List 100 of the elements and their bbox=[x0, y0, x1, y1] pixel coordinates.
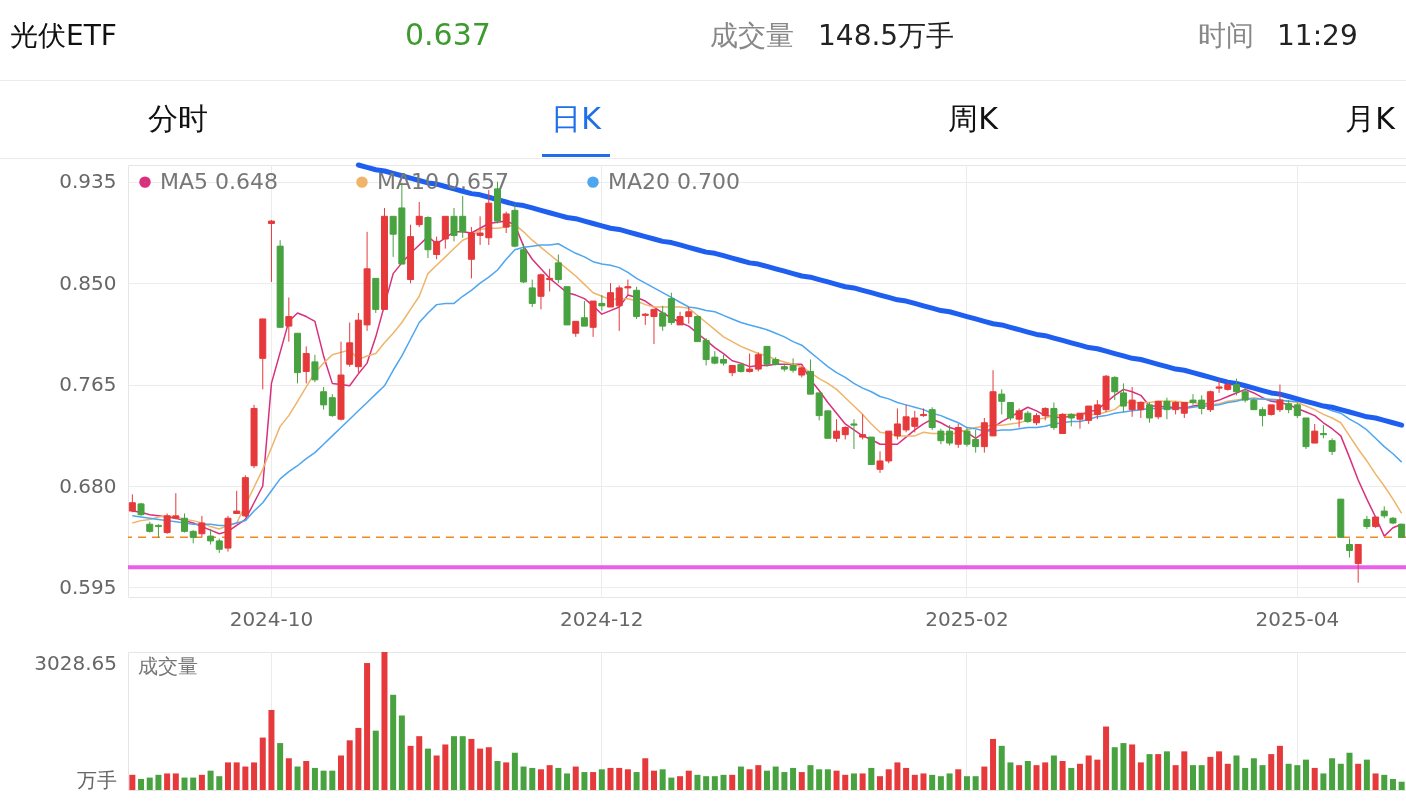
bar bbox=[642, 758, 649, 790]
text: 时间 bbox=[1198, 19, 1254, 52]
bar bbox=[685, 770, 692, 790]
bar bbox=[877, 776, 884, 790]
bar bbox=[650, 770, 657, 790]
bar bbox=[329, 770, 336, 790]
candlestick bbox=[1059, 412, 1067, 435]
text: 分时 bbox=[148, 101, 208, 136]
candlestick bbox=[659, 305, 667, 332]
bar bbox=[146, 777, 153, 790]
bar bbox=[138, 778, 145, 790]
bar bbox=[1303, 759, 1310, 790]
bar bbox=[616, 767, 623, 790]
bar bbox=[129, 774, 136, 790]
bar bbox=[416, 736, 423, 790]
bar bbox=[772, 766, 779, 790]
legend-label: MA20 0.700 bbox=[608, 169, 740, 195]
candlestick bbox=[502, 211, 510, 234]
bar bbox=[850, 773, 857, 790]
candlestick bbox=[607, 282, 615, 308]
candlestick bbox=[833, 418, 841, 443]
text: 月K bbox=[1345, 101, 1395, 136]
bar bbox=[424, 748, 431, 790]
bar bbox=[972, 776, 979, 790]
bar bbox=[372, 730, 379, 790]
bar bbox=[790, 767, 797, 790]
bar bbox=[607, 767, 614, 790]
bar bbox=[346, 740, 353, 790]
bar bbox=[242, 766, 249, 790]
y-tick-label: 0.595 bbox=[59, 574, 117, 599]
bar bbox=[468, 738, 475, 790]
bar bbox=[494, 761, 501, 790]
x-tick-label: 2024-12 bbox=[560, 606, 644, 631]
bar bbox=[1172, 765, 1179, 790]
bar bbox=[729, 774, 736, 790]
bar bbox=[1050, 755, 1057, 790]
y-tick-label: 0.935 bbox=[59, 169, 117, 194]
candlestick bbox=[1163, 397, 1171, 420]
bar bbox=[937, 776, 944, 790]
bar bbox=[207, 770, 214, 790]
bar bbox=[268, 709, 275, 790]
bar bbox=[1059, 761, 1066, 790]
candlestick bbox=[928, 406, 936, 431]
candlestick bbox=[302, 345, 310, 384]
bar bbox=[1372, 773, 1379, 790]
bar bbox=[1311, 767, 1318, 790]
bar bbox=[511, 752, 518, 790]
bar bbox=[442, 744, 449, 790]
candlestick bbox=[311, 354, 319, 383]
bar bbox=[1120, 743, 1127, 790]
bar bbox=[903, 767, 910, 790]
bar bbox=[1190, 765, 1196, 790]
y-tick-label: 0.850 bbox=[59, 270, 117, 295]
bar bbox=[946, 773, 953, 790]
bar bbox=[285, 758, 292, 790]
bar bbox=[1146, 754, 1153, 790]
bar bbox=[1024, 761, 1031, 790]
candlestick bbox=[233, 490, 241, 514]
candlestick bbox=[754, 351, 762, 372]
bar bbox=[155, 774, 162, 790]
chart-title: 光伏ETF bbox=[10, 19, 117, 52]
bar bbox=[633, 772, 640, 790]
x-tick-label: 2025-02 bbox=[925, 606, 1009, 631]
x-tick-label: 2025-04 bbox=[1255, 606, 1340, 631]
bar bbox=[1224, 763, 1231, 790]
candlestick bbox=[415, 201, 423, 228]
bar bbox=[755, 765, 762, 790]
bar bbox=[1259, 765, 1266, 790]
bar bbox=[868, 767, 875, 790]
candlestick bbox=[1146, 401, 1154, 424]
bar bbox=[1389, 778, 1396, 790]
bar bbox=[1320, 773, 1327, 790]
bar bbox=[320, 770, 327, 790]
bar bbox=[572, 766, 579, 790]
candlestick bbox=[267, 219, 275, 283]
candlestick bbox=[1354, 543, 1362, 584]
candlestick bbox=[1111, 375, 1119, 401]
candlestick bbox=[181, 512, 189, 534]
bar bbox=[459, 736, 466, 790]
text: 11:29 bbox=[1277, 19, 1358, 52]
bar bbox=[564, 773, 571, 790]
bar bbox=[677, 776, 684, 790]
bar bbox=[598, 769, 605, 790]
bar bbox=[1381, 774, 1388, 790]
legend-label: MA5 0.648 bbox=[160, 169, 279, 195]
text: 3028.65 bbox=[34, 651, 117, 675]
bar bbox=[1216, 751, 1223, 790]
bar bbox=[251, 762, 258, 790]
bar bbox=[1076, 763, 1083, 790]
bar bbox=[859, 773, 866, 790]
bar bbox=[764, 770, 770, 790]
bar bbox=[224, 762, 231, 790]
bar bbox=[259, 737, 266, 790]
bar bbox=[1016, 765, 1023, 790]
bar bbox=[520, 766, 527, 790]
bar bbox=[1129, 744, 1136, 790]
bar bbox=[781, 772, 788, 790]
bar bbox=[1398, 781, 1405, 790]
bar bbox=[1085, 755, 1092, 790]
text: 148.5万手 bbox=[818, 19, 955, 52]
